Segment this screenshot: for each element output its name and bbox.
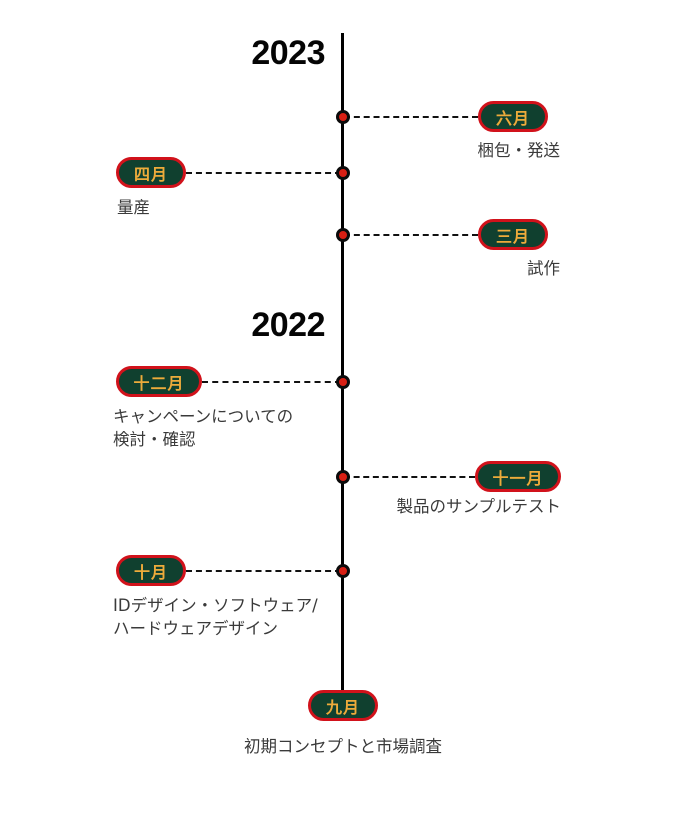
month-pill-november[interactable]: 十一月 — [475, 461, 561, 492]
month-pill-september[interactable]: 九月 — [308, 690, 378, 721]
connector-october — [186, 570, 341, 572]
month-pill-april[interactable]: 四月 — [116, 157, 186, 188]
event-label-november: 製品のサンプルテスト — [396, 497, 561, 516]
event-label-june: 梱包・発送 — [477, 141, 561, 160]
event-label-march: 試作 — [527, 259, 560, 278]
timeline-axis-upper — [341, 33, 344, 690]
event-label-april: 量産 — [117, 198, 150, 217]
connector-april — [186, 172, 341, 174]
connector-march — [344, 234, 478, 236]
year-label-2023: 2023 — [251, 34, 325, 72]
month-pill-october[interactable]: 十月 — [116, 555, 186, 586]
event-label-december: キャンペーンについての 検討・確認 — [113, 407, 294, 449]
node-dot-april — [336, 166, 350, 180]
event-label-september: 初期コンセプトと市場調査 — [244, 737, 442, 756]
connector-june — [344, 116, 478, 118]
node-dot-march — [336, 228, 350, 242]
event-label-october: IDデザイン・ソフトウェア/ ハードウェアデザイン — [113, 596, 318, 638]
month-pill-march[interactable]: 三月 — [478, 219, 548, 250]
connector-november — [344, 476, 475, 478]
month-pill-december[interactable]: 十二月 — [116, 366, 202, 397]
node-dot-november — [336, 470, 350, 484]
month-pill-june[interactable]: 六月 — [478, 101, 548, 132]
node-dot-june — [336, 110, 350, 124]
node-dot-october — [336, 564, 350, 578]
year-label-2022: 2022 — [251, 306, 325, 344]
node-dot-december — [336, 375, 350, 389]
connector-december — [202, 381, 341, 383]
